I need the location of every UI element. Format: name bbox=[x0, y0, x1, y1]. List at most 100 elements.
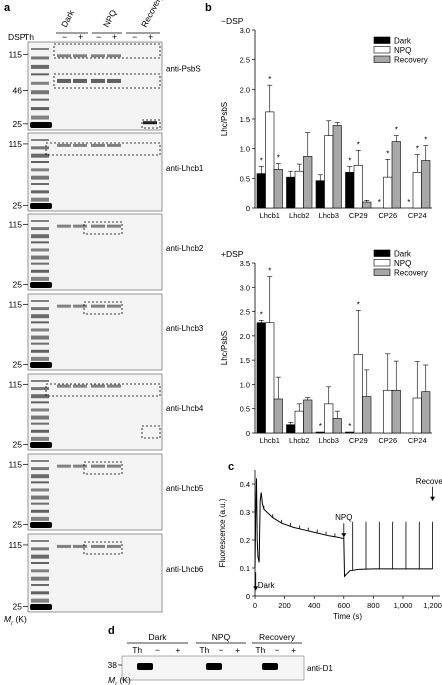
bar-npq-CP26 bbox=[383, 176, 393, 209]
highlight-box-0 bbox=[53, 43, 161, 59]
marker-label-25: 25 bbox=[13, 280, 23, 290]
ladder-bottom-band bbox=[30, 522, 52, 528]
bar-npq-CP24 bbox=[412, 397, 422, 434]
ladder-band bbox=[31, 422, 49, 425]
bar-recovery-CP29 bbox=[362, 396, 372, 434]
ladder-band bbox=[31, 401, 49, 404]
panel-letter-c: c bbox=[228, 461, 234, 473]
annotation-label-npq: NPQ bbox=[335, 513, 352, 522]
sample-band bbox=[143, 121, 157, 125]
sample-band bbox=[57, 224, 71, 228]
bar-npq-Lhcb1 bbox=[265, 322, 275, 434]
sample-band bbox=[73, 54, 87, 58]
d-lane-label: Th bbox=[199, 645, 209, 655]
y-tick-label: 0 bbox=[246, 592, 250, 601]
marker-label-115: 115 bbox=[8, 300, 22, 310]
bar-recovery-CP24 bbox=[421, 160, 431, 209]
d-lane-label: Th bbox=[255, 645, 265, 655]
x-tick-label: 200 bbox=[278, 601, 291, 610]
antibody-label: anti-Lhcb1 bbox=[166, 164, 204, 173]
x-tick-label: 1,200 bbox=[423, 601, 442, 610]
sample-band bbox=[107, 544, 121, 548]
y-tick-label: 3.5 bbox=[240, 259, 250, 268]
legend-swatch-dark bbox=[373, 36, 391, 44]
ladder-band bbox=[31, 220, 49, 222]
legend-swatch-recovery bbox=[373, 268, 391, 276]
y-tick-label: 0.5 bbox=[240, 405, 250, 414]
d-mr-subscript: r bbox=[115, 682, 118, 685]
significance-asterisk: * bbox=[386, 149, 389, 158]
bar-dark-Lhcb1 bbox=[256, 173, 266, 209]
ladder-band bbox=[31, 139, 49, 141]
blot-sign-0: − bbox=[62, 32, 67, 42]
blot-panel-anti-Lhcb6: 115 25 anti-Lhcb6 bbox=[8, 533, 204, 613]
ladder-band bbox=[31, 183, 49, 185]
sample-band bbox=[57, 54, 71, 58]
ladder-band bbox=[31, 90, 49, 95]
d1-band bbox=[137, 663, 153, 670]
x-tick-label: 800 bbox=[367, 601, 380, 610]
legend-swatch-dark bbox=[373, 249, 391, 257]
x-tick-label-CP29: CP29 bbox=[349, 436, 368, 445]
y-axis-label: Lhc/PsbS bbox=[220, 331, 229, 365]
legend-label-npq: NPQ bbox=[394, 259, 411, 268]
sample-band bbox=[57, 143, 71, 147]
ladder-band bbox=[31, 467, 49, 471]
x-tick-label-CP24: CP24 bbox=[408, 211, 427, 220]
d-condition-recovery: Recovery bbox=[259, 632, 296, 642]
ladder-band bbox=[31, 146, 49, 150]
bar-recovery-CP29 bbox=[362, 201, 372, 209]
blot-panel-anti-Lhcb5: 115 25 anti-Lhcb5 bbox=[8, 453, 204, 531]
sample-band bbox=[73, 143, 87, 147]
legend-swatch-recovery bbox=[373, 55, 391, 63]
y-axis-label: Fluorescence (a.u.) bbox=[218, 498, 227, 567]
d-lane-label: − bbox=[275, 645, 280, 655]
panel-letter-a: a bbox=[4, 2, 11, 14]
annotation-label-recovery: Recovery bbox=[416, 477, 442, 486]
antibody-label: anti-Lhcb3 bbox=[166, 324, 204, 333]
bar-recovery-CP24 bbox=[421, 391, 431, 434]
d1-band bbox=[262, 663, 278, 670]
x-tick-label: 400 bbox=[308, 601, 321, 610]
bar-dark-Lhcb3 bbox=[315, 431, 325, 434]
y-tick-label: 0.1 bbox=[240, 564, 250, 573]
ladder-band bbox=[31, 562, 49, 564]
blot-panel-anti-Lhcb3: 115 25 anti-Lhcb3 bbox=[8, 293, 204, 371]
bar-npq-CP29 bbox=[353, 164, 363, 209]
sample-band bbox=[91, 143, 105, 147]
sample-band bbox=[91, 304, 105, 308]
ladder-band bbox=[31, 349, 49, 353]
x-tick-label-Lhcb1: Lhcb1 bbox=[260, 211, 280, 220]
y-tick-label: 3.0 bbox=[240, 283, 250, 292]
sample-band bbox=[73, 464, 87, 468]
y-axis-label: Lhc/PsbS bbox=[220, 102, 229, 136]
ladder-band bbox=[31, 197, 49, 202]
blot-panel-anti-Lhcb1: 115 25 anti-Lhcb1 bbox=[8, 132, 204, 212]
antibody-label: anti-Lhcb5 bbox=[166, 484, 204, 493]
d-lane-label: + bbox=[235, 645, 240, 655]
bar-chart-plus-dsp: +DSP 0 0.5 1.0 1.5 2.0 2.5 3.0 3.5 Lhc/PsbS Lhcb1 L… bbox=[220, 249, 432, 445]
ladder-band bbox=[31, 481, 49, 484]
ladder-band bbox=[31, 328, 49, 332]
y-tick-label: 3.0 bbox=[240, 26, 250, 35]
x-tick-label-Lhcb2: Lhcb2 bbox=[289, 211, 309, 220]
bar-recovery-Lhcb3 bbox=[332, 125, 342, 209]
sample-band bbox=[91, 384, 105, 388]
x-tick-label-Lhcb3: Lhcb3 bbox=[319, 211, 339, 220]
marker-label-25: 25 bbox=[13, 602, 23, 612]
blot-condition-headers: Dark NPQ Recovery− + − + − + bbox=[56, 0, 165, 42]
d1-band bbox=[206, 663, 222, 670]
ladder-band bbox=[31, 495, 49, 500]
ladder-band bbox=[31, 81, 49, 85]
ladder-band bbox=[31, 342, 49, 345]
ladder-band bbox=[31, 436, 49, 441]
y-tick-label: 2.0 bbox=[240, 332, 250, 341]
significance-asterisk: * bbox=[319, 422, 322, 431]
y-tick-label: 2.5 bbox=[240, 56, 250, 65]
ladder-band bbox=[31, 415, 49, 420]
legend-label-recovery: Recovery bbox=[394, 269, 428, 278]
ladder-band bbox=[31, 387, 49, 391]
d-lane-label: + bbox=[291, 645, 296, 655]
x-axis-label: Time (s) bbox=[333, 612, 362, 621]
significance-asterisk: * bbox=[416, 145, 419, 154]
